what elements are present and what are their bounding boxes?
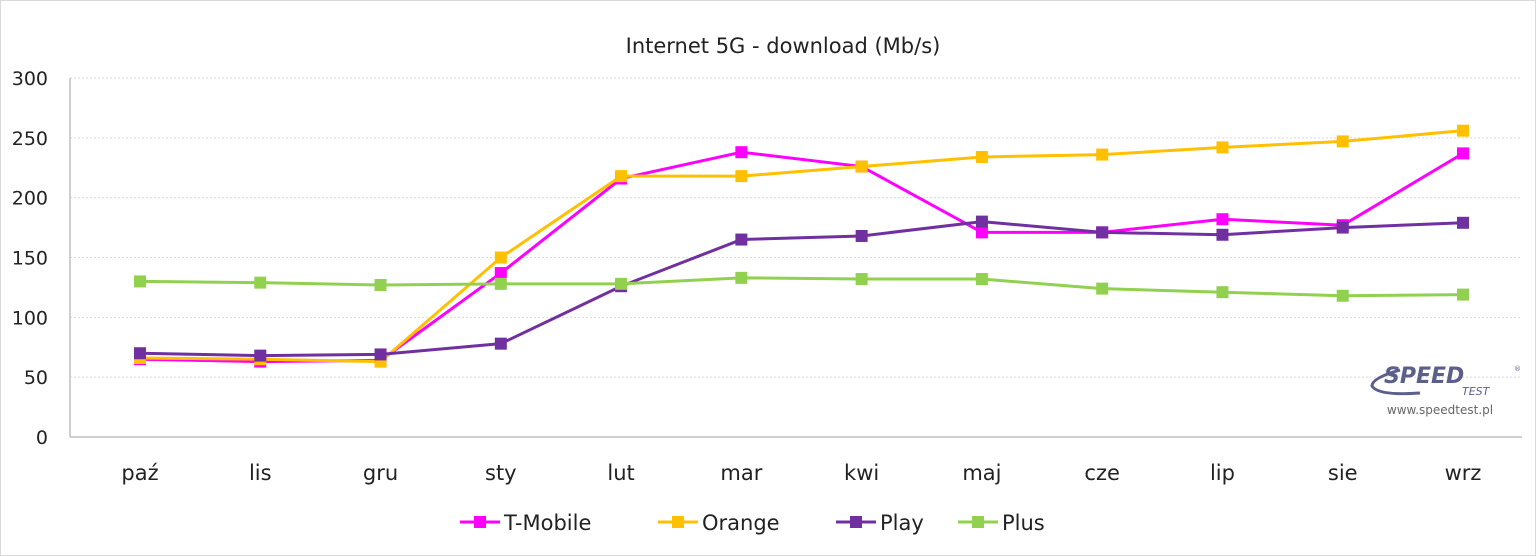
data-point	[134, 347, 146, 360]
x-tick-label: maj	[962, 461, 1001, 485]
data-point	[1216, 286, 1229, 299]
data-point	[1457, 124, 1469, 137]
x-tick-label: wrz	[1445, 461, 1482, 485]
x-tick-label: lut	[607, 461, 634, 485]
data-point	[975, 226, 988, 239]
data-point	[1336, 135, 1349, 148]
chart-title: Internet 5G - download (Mb/s)	[626, 34, 941, 58]
legend-label: Plus	[1002, 511, 1045, 535]
data-point	[735, 271, 748, 284]
legend-swatch-marker	[850, 516, 862, 528]
speedtest-logo: SPEED TEST ®	[1370, 364, 1521, 398]
data-point	[1457, 216, 1469, 229]
data-point	[494, 267, 507, 280]
data-point	[1336, 289, 1349, 302]
x-tick-label: paź	[121, 461, 158, 485]
legend-swatch-marker	[672, 516, 684, 528]
series-plus	[134, 271, 1469, 302]
data-point	[735, 146, 748, 159]
svg-text:TEST: TEST	[1462, 385, 1491, 398]
series-play	[134, 215, 1469, 362]
data-point	[975, 273, 988, 286]
series-line	[139, 150, 1464, 364]
legend-label: T-Mobile	[503, 511, 591, 535]
legend-item: Plus	[958, 511, 1045, 535]
data-point	[855, 229, 868, 242]
data-point	[1216, 141, 1229, 154]
legend-swatch-marker	[474, 516, 486, 528]
data-point	[374, 348, 387, 361]
legend-item: Orange	[658, 511, 780, 535]
x-tick-label: lis	[249, 461, 272, 485]
x-tick-label: sie	[1328, 461, 1358, 485]
data-point	[1216, 228, 1229, 241]
data-point	[254, 276, 267, 289]
data-point	[134, 275, 146, 288]
data-point	[254, 349, 267, 362]
series-line	[139, 129, 1464, 364]
data-point	[494, 277, 507, 290]
data-point	[1096, 226, 1109, 239]
y-tick-label: 200	[12, 188, 48, 210]
legend-label: Orange	[702, 511, 780, 535]
y-tick-label: 250	[12, 128, 48, 150]
data-point	[1457, 147, 1469, 160]
x-tick-label: gru	[363, 461, 398, 485]
data-point	[1457, 288, 1469, 301]
data-point	[975, 150, 988, 163]
data-point	[975, 215, 988, 228]
svg-text:®: ®	[1514, 365, 1521, 373]
series-orange	[134, 124, 1469, 368]
series-line	[139, 220, 1464, 358]
data-point	[1096, 148, 1109, 161]
data-point	[374, 279, 387, 292]
series-t-mobile	[134, 146, 1469, 368]
y-tick-label: 0	[36, 427, 48, 449]
y-tick-label: 100	[12, 307, 48, 329]
watermark-url: www.speedtest.pl	[1387, 403, 1493, 417]
data-point	[1216, 213, 1229, 226]
data-point	[494, 337, 507, 350]
legend-item: T-Mobile	[460, 511, 591, 535]
y-tick-label: 150	[12, 248, 48, 270]
series-line	[139, 276, 1464, 298]
data-point	[735, 170, 748, 183]
legend-swatch-marker	[972, 516, 984, 528]
data-point	[615, 170, 628, 183]
data-point	[615, 277, 628, 290]
data-point	[1096, 282, 1109, 295]
legend-label: Play	[880, 511, 924, 535]
data-point	[1336, 221, 1349, 234]
svg-text:SPEED: SPEED	[1384, 364, 1464, 389]
legend-item: Play	[836, 511, 924, 535]
y-tick-label: 300	[12, 68, 48, 90]
x-tick-label: mar	[720, 461, 762, 485]
data-point	[494, 251, 507, 264]
x-tick-label: sty	[485, 461, 517, 485]
data-point	[855, 160, 868, 173]
data-point	[735, 233, 748, 246]
data-point	[855, 273, 868, 286]
x-tick-label: lip	[1210, 461, 1235, 485]
x-tick-label: cze	[1084, 461, 1120, 485]
x-tick-label: kwi	[844, 461, 879, 485]
y-tick-label: 50	[24, 367, 48, 389]
